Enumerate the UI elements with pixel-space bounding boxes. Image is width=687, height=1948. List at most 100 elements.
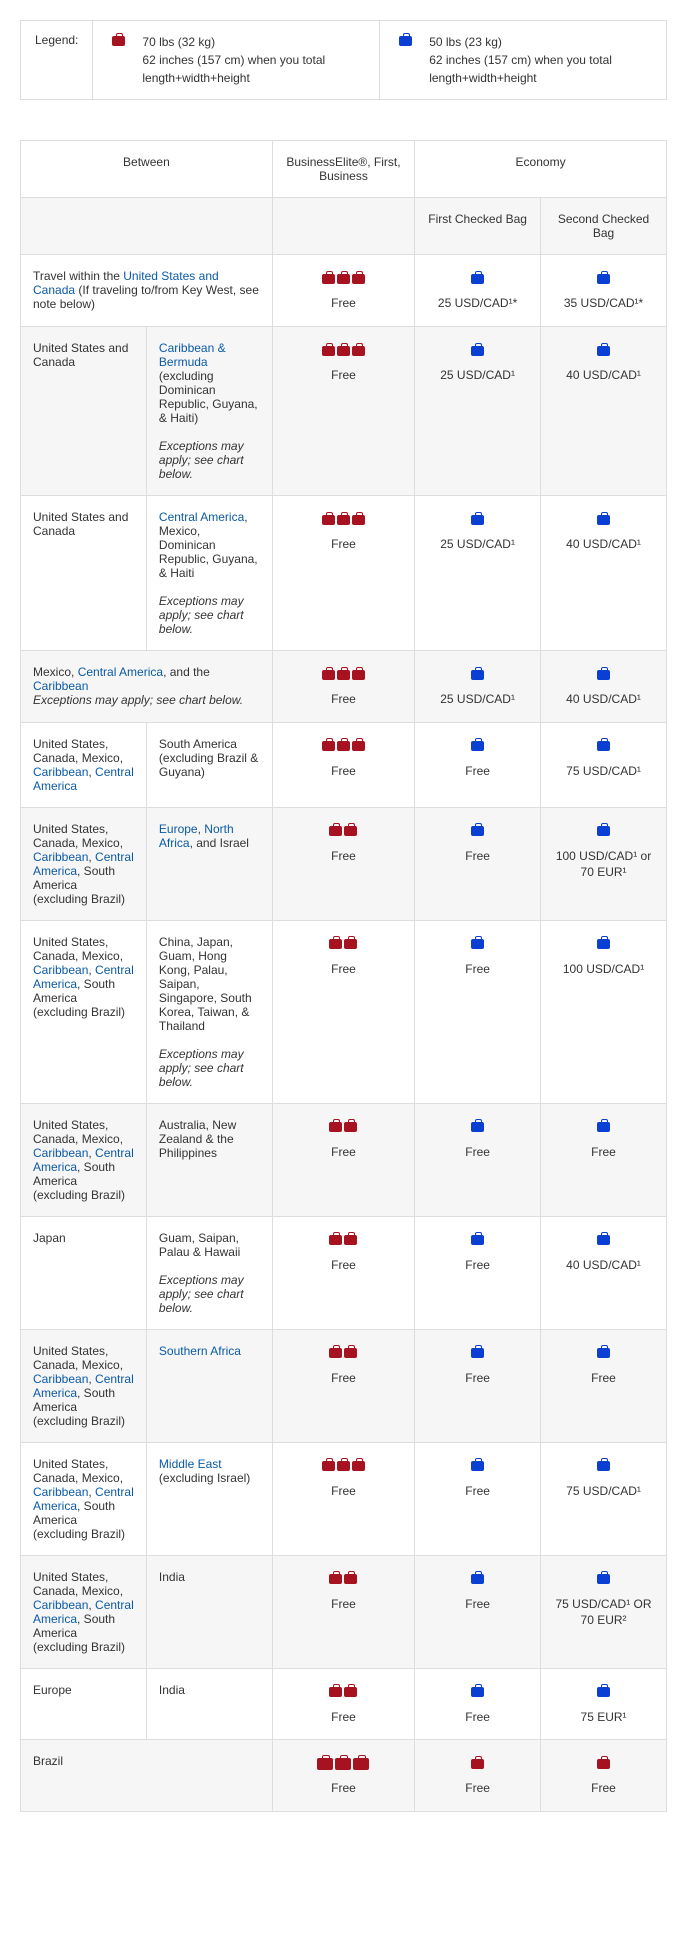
economy-second-price: Free <box>553 1780 654 1797</box>
economy-first-price: Free <box>427 1483 528 1500</box>
bag-icon <box>471 274 484 284</box>
business-price: Free <box>285 295 402 312</box>
bag-icon <box>337 515 350 525</box>
bag-icon <box>344 939 357 949</box>
red-bag-icon <box>112 36 125 46</box>
economy-first-bag-cell: Free <box>415 1668 541 1740</box>
economy-second-bag-cell: Free <box>541 1103 667 1216</box>
economy-second-price: 100 USD/CAD¹ <box>553 961 654 978</box>
route-left: United States and Canada <box>21 495 147 650</box>
bag-icon <box>352 346 365 356</box>
business-price: Free <box>285 691 402 708</box>
economy-second-bag-cell: 75 USD/CAD¹ <box>541 722 667 807</box>
table-row: United States and CanadaCaribbean & Berm… <box>21 326 667 495</box>
economy-second-bag-cell: Free <box>541 1740 667 1812</box>
bag-icon <box>337 741 350 751</box>
economy-first-bag-cell: 25 USD/CAD¹ <box>415 326 541 495</box>
business-cell: Free <box>272 1668 414 1740</box>
bag-icon <box>329 826 342 836</box>
bag-icon <box>352 1461 365 1471</box>
route-cell: Travel within the United States and Cana… <box>21 255 273 327</box>
route-right: India <box>146 1668 272 1740</box>
bag-icon <box>597 670 610 680</box>
bag-icon <box>597 274 610 284</box>
header-second-bag: Second Checked Bag <box>541 198 667 255</box>
route-right: Europe, North Africa, and Israel <box>146 807 272 920</box>
economy-second-price: 75 USD/CAD¹ <box>553 1483 654 1500</box>
header-between: Between <box>21 141 273 198</box>
business-cell: Free <box>272 807 414 920</box>
legend-red-line2: 62 inches (157 cm) when you total length… <box>142 51 365 87</box>
route-right: India <box>146 1555 272 1668</box>
header-blank2 <box>272 198 414 255</box>
route-left: Japan <box>21 1216 147 1329</box>
bag-icon <box>597 515 610 525</box>
business-cell: Free <box>272 1216 414 1329</box>
business-price: Free <box>285 536 402 553</box>
bag-icon <box>471 1122 484 1132</box>
economy-second-bag-cell: 75 USD/CAD¹ <box>541 1442 667 1555</box>
bag-icon <box>597 1348 610 1358</box>
route-left: United States, Canada, Mexico, Caribbean… <box>21 1555 147 1668</box>
bag-icon <box>344 1122 357 1132</box>
economy-first-price: Free <box>427 1144 528 1161</box>
economy-second-price: 40 USD/CAD¹ <box>553 536 654 553</box>
business-cell: Free <box>272 722 414 807</box>
bag-icon <box>344 1348 357 1358</box>
economy-first-bag-cell: Free <box>415 1103 541 1216</box>
business-cell: Free <box>272 650 414 722</box>
table-row: Travel within the United States and Cana… <box>21 255 667 327</box>
route-left: United States, Canada, Mexico, Caribbean… <box>21 920 147 1103</box>
bag-icon <box>344 1574 357 1584</box>
business-price: Free <box>285 1596 402 1613</box>
header-first-bag: First Checked Bag <box>415 198 541 255</box>
economy-first-price: Free <box>427 1780 528 1797</box>
route-left: United States, Canada, Mexico, Caribbean… <box>21 807 147 920</box>
bag-icon <box>597 1759 610 1769</box>
economy-first-price: Free <box>427 1370 528 1387</box>
bag-icon <box>471 1348 484 1358</box>
bag-icon <box>329 1348 342 1358</box>
route-right: Australia, New Zealand & the Philippines <box>146 1103 272 1216</box>
bag-icon <box>471 1235 484 1245</box>
table-row: United States, Canada, Mexico, Caribbean… <box>21 807 667 920</box>
legend-blue-line1: 50 lbs (23 kg) <box>429 33 652 51</box>
legend-blue: 50 lbs (23 kg) 62 inches (157 cm) when y… <box>380 21 666 99</box>
bag-icon <box>597 741 610 751</box>
bag-icon <box>597 1461 610 1471</box>
business-price: Free <box>285 367 402 384</box>
economy-first-bag-cell: Free <box>415 1216 541 1329</box>
economy-first-price: Free <box>427 961 528 978</box>
bag-icon <box>329 1687 342 1697</box>
bag-icon <box>329 1574 342 1584</box>
economy-first-price: Free <box>427 848 528 865</box>
route-left: United States, Canada, Mexico, Caribbean… <box>21 1103 147 1216</box>
route-right: Central America, Mexico, Dominican Repub… <box>146 495 272 650</box>
table-row: United States, Canada, Mexico, Caribbean… <box>21 1103 667 1216</box>
route-cell: Brazil <box>21 1740 273 1812</box>
economy-second-bag-cell: 35 USD/CAD¹* <box>541 255 667 327</box>
bag-icon <box>335 1758 351 1770</box>
bag-icon <box>471 1687 484 1697</box>
economy-second-price: 40 USD/CAD¹ <box>553 1257 654 1274</box>
table-row: JapanGuam, Saipan, Palau & HawaiiExcepti… <box>21 1216 667 1329</box>
bag-icon <box>352 274 365 284</box>
economy-first-bag-cell: 25 USD/CAD¹ <box>415 495 541 650</box>
bag-icon <box>597 1574 610 1584</box>
bag-icon <box>322 515 335 525</box>
route-cell: Mexico, Central America, and the Caribbe… <box>21 650 273 722</box>
economy-first-bag-cell: Free <box>415 920 541 1103</box>
bag-icon <box>329 1235 342 1245</box>
economy-first-bag-cell: 25 USD/CAD¹* <box>415 255 541 327</box>
table-row: United States, Canada, Mexico, Caribbean… <box>21 1555 667 1668</box>
economy-second-price: 40 USD/CAD¹ <box>553 367 654 384</box>
economy-first-price: 25 USD/CAD¹ <box>427 536 528 553</box>
bag-icon <box>471 515 484 525</box>
bag-icon <box>471 1759 484 1769</box>
economy-first-price: Free <box>427 1596 528 1613</box>
header-blank <box>21 198 273 255</box>
economy-first-price: 25 USD/CAD¹ <box>427 367 528 384</box>
economy-first-price: Free <box>427 1257 528 1274</box>
bag-icon <box>344 826 357 836</box>
economy-first-price: Free <box>427 763 528 780</box>
